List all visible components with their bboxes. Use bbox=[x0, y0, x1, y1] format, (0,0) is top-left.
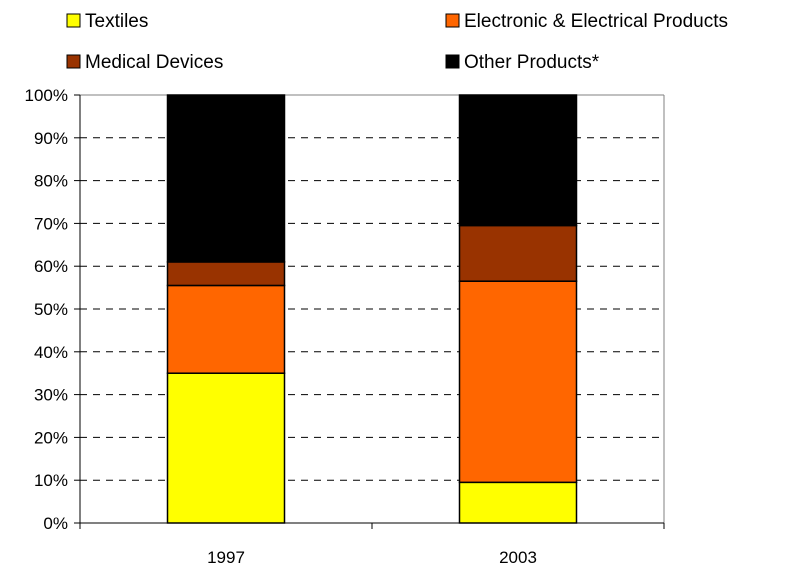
legend-swatch bbox=[445, 54, 460, 69]
legend-label: Other Products* bbox=[464, 52, 600, 73]
x-tick-label: 1997 bbox=[207, 548, 245, 567]
bar-segment-electronic-electrical-products-1997 bbox=[166, 284, 286, 374]
bar-segment-textiles-2003 bbox=[458, 481, 578, 524]
legend: Textiles Electronic & Electrical Products… bbox=[66, 11, 728, 73]
legend-swatch bbox=[66, 13, 81, 28]
y-tick-label: 10% bbox=[34, 471, 68, 490]
bar-segment-medical-devices-1997 bbox=[166, 261, 286, 287]
y-tick-label: 60% bbox=[34, 257, 68, 276]
y-tick-label: 30% bbox=[34, 386, 68, 405]
legend-label: Medical Devices bbox=[85, 52, 223, 73]
y-tick-label: 80% bbox=[34, 172, 68, 191]
y-tick-label: 40% bbox=[34, 343, 68, 362]
bar-segment-textiles-1997 bbox=[166, 372, 286, 524]
plot-area: 0% 10% 20% 30% 40% 50% 60% 70% 80% 90% 100% 1997 200… bbox=[25, 86, 665, 567]
y-tick-label: 0% bbox=[43, 514, 68, 533]
legend-item-textiles: Textiles bbox=[66, 11, 148, 32]
y-tick-label: 50% bbox=[34, 300, 68, 319]
y-tick-label: 70% bbox=[34, 214, 68, 233]
legend-label: Textiles bbox=[85, 11, 148, 32]
bar-segment-other-products-1997 bbox=[166, 94, 286, 263]
bar-segment-electronic-electrical-products-2003 bbox=[458, 280, 578, 484]
legend-swatch bbox=[66, 54, 81, 69]
bar-segment-medical-devices-2003 bbox=[458, 224, 578, 282]
x-tick-label: 2003 bbox=[499, 548, 537, 567]
y-tick-label: 20% bbox=[34, 428, 68, 447]
legend-item-electronic-electrical-products: Electronic & Electrical Products bbox=[445, 11, 728, 32]
y-tick-label: 90% bbox=[34, 129, 68, 148]
y-tick-label: 100% bbox=[25, 86, 68, 105]
bar-segment-other-products-2003 bbox=[458, 94, 578, 227]
legend-label: Electronic & Electrical Products bbox=[464, 11, 728, 32]
legend-item-medical-devices: Medical Devices bbox=[66, 52, 223, 73]
legend-swatch bbox=[445, 13, 460, 28]
legend-item-other-products: Other Products* bbox=[445, 52, 600, 73]
